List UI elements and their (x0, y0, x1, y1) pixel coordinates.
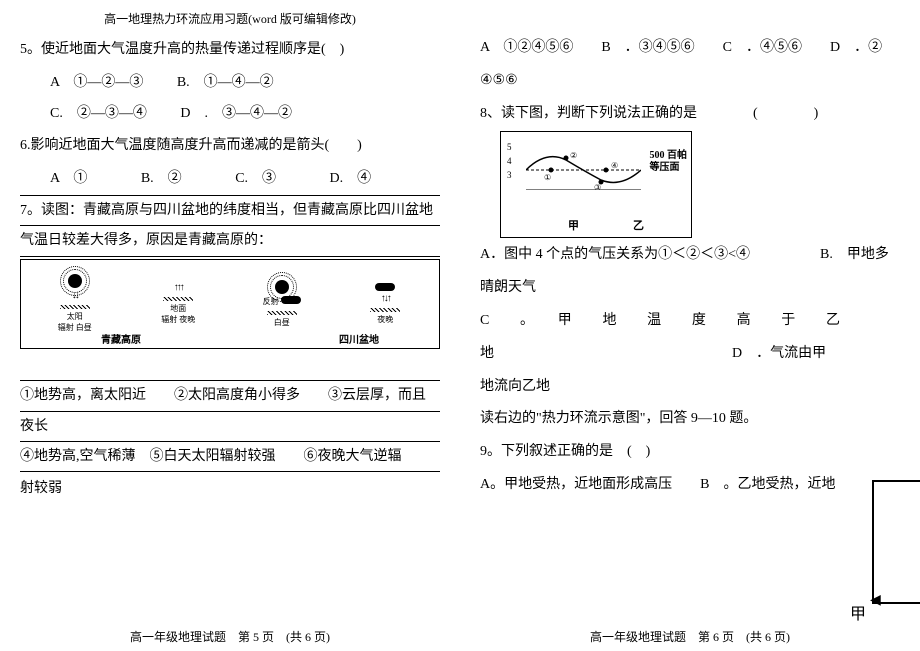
q6-options: A ① B. ② C. ③ D. ④ (20, 164, 440, 195)
q5-opt-d: D . ③—④—② (180, 106, 292, 121)
q8-y4: 4 (507, 154, 512, 168)
page-header-right (480, 10, 900, 25)
q5-stem: 5。使近地面大气温度升高的热量传递过程顺序是( ) (20, 35, 440, 66)
q8-stem: 8、读下图，判断下列说法正确的是 ( ) (480, 99, 900, 130)
q8-isobaric: 等压面 (650, 162, 680, 173)
q7-line2: 气温日较差大得多，原因是青藏高原的： (20, 226, 440, 256)
q6-d: D. ④ (330, 171, 372, 186)
svg-text:②: ② (570, 151, 577, 160)
q8-opt-c: C 。 甲 地 温 度 高 于 乙 (480, 306, 900, 337)
q8-y5: 5 (507, 140, 512, 154)
q6-c: C. ③ (235, 171, 276, 186)
q6-b: B. ② (141, 171, 182, 186)
svg-text:①: ① (544, 173, 551, 182)
q6-stem: 6.影响近地面大气温度随高度升高而递减的是箭头( ) (20, 131, 440, 162)
cloud-icon-2 (375, 283, 395, 291)
diag-cell-3: 反射 白昼 (230, 280, 334, 328)
arrows-up-icon: ↑↑↑ (174, 282, 183, 293)
diag-label-left: 青藏高原 (101, 331, 141, 346)
q6-a: A ① (50, 171, 87, 186)
ground-icon-3 (267, 311, 297, 315)
q7-opts2b: 射较弱 (20, 474, 440, 505)
q8-right-label: 500 百帕 等压面 (650, 150, 688, 174)
label-dimian: 地面辐射 夜晚 (127, 303, 231, 325)
q9-circulation-box: ◀ ◀ 甲 乙 (872, 480, 920, 604)
q9-opt-a: A。甲地受热，近地面形成高压 B 。乙地受热，近地 (480, 470, 900, 501)
page-header-left: 高一地理热力环流应用习题(word 版可编辑修改) (20, 10, 440, 27)
q8-opt-c3: 地流向乙地 (480, 372, 900, 403)
arrows-updown-icon: ↑↓↑ (381, 293, 390, 304)
ground-icon-2 (163, 297, 193, 301)
svg-text:③: ③ (594, 183, 601, 190)
sun-icon-2 (275, 280, 289, 294)
q7-answers: A ①②④⑤⑥ B ．③④⑤⑥ C ．④⑤⑥ D ．② (480, 33, 900, 64)
diag-label-right: 四川盆地 (339, 331, 379, 346)
footer-right: 高一年级地理试题 第 6 页 (共 6 页) (460, 628, 920, 645)
footer-left: 高一年级地理试题 第 5 页 (共 6 页) (0, 628, 460, 645)
q7-diagram: ↓↓ 太阳辐射 白昼 ↑↑↑ 地面辐射 夜晚 反射 白昼 ↑↓↑ 夜晚 (20, 259, 440, 349)
ground-icon-4 (370, 308, 400, 312)
q8-500: 500 百帕 (650, 150, 688, 161)
q8-yi: 乙 (633, 217, 644, 233)
right-page: A ①②④⑤⑥ B ．③④⑤⑥ C ．④⑤⑥ D ．② ④⑤⑥ 8、读下图，判断… (460, 0, 920, 651)
q8-diagram: 5 4 3 ① ② ④ ③ 500 百帕 等压面 (500, 131, 692, 238)
label-yewan: 夜晚 (334, 314, 438, 325)
q9-intro: 读右边的"热力环流示意图"，回答 9—10 题。 (480, 404, 900, 435)
q5-options-row1: A ①—②—③ B. ①—④—② (20, 68, 440, 99)
arrow-left-icon-2: ◀ (870, 592, 881, 609)
q8-y-axis: 5 4 3 (507, 140, 512, 182)
sun-icon (68, 274, 82, 288)
q7-opts1b: 夜长 (20, 412, 440, 442)
q9-label-jia: 甲 (850, 600, 866, 624)
q8-opt-c2: 地 D ．气流由甲 (480, 339, 900, 370)
q7-line1: 7。读图：青藏高原与四川盆地的纬度相当，但青藏高原比四川盆地 (20, 195, 440, 226)
svg-text:④: ④ (611, 161, 618, 170)
q5-opt-a: A ①—②—③ (50, 75, 143, 90)
diag-cell-2: ↑↑↑ 地面辐射 夜晚 (127, 282, 231, 325)
diag-cell-1: ↓↓ 太阳辐射 白昼 (23, 274, 127, 333)
q8-x-labels: 甲 乙 (541, 217, 671, 233)
diag-cell-4: ↑↓↑ 夜晚 (334, 283, 438, 325)
q7-opts2: ④地势高,空气稀薄 ⑤白天太阳辐射较强 ⑥夜晚大气逆辐 (20, 442, 440, 472)
q5-opt-c: C. ②—③—④ (50, 106, 147, 121)
q7-answers2: ④⑤⑥ (480, 66, 900, 97)
label-baizhou: 白昼 (230, 317, 334, 328)
left-page: 高一地理热力环流应用习题(word 版可编辑修改) 5。使近地面大气温度升高的热… (0, 0, 460, 651)
q9-stem: 9。下列叙述正确的是 ( ) (480, 437, 900, 468)
q5-opt-b: B. ①—④—② (177, 75, 274, 90)
q8-curve-svg: ① ② ④ ③ (526, 150, 641, 190)
q8-opt-a2: 晴朗天气 (480, 273, 900, 304)
q8-y3: 3 (507, 168, 512, 182)
q5-options-row2: C. ②—③—④ D . ③—④—② (20, 99, 440, 130)
q7-opts1: ①地势高，离太阳近 ②太阳高度角小得多 ③云层厚，而且 (20, 381, 440, 411)
q8-opt-a: A．图中 4 个点的气压关系为①＜②＜③<④ B. 甲地多 (480, 240, 900, 271)
q8-jia: 甲 (568, 217, 579, 233)
q7-blank (20, 351, 440, 381)
ground-icon (60, 305, 90, 309)
